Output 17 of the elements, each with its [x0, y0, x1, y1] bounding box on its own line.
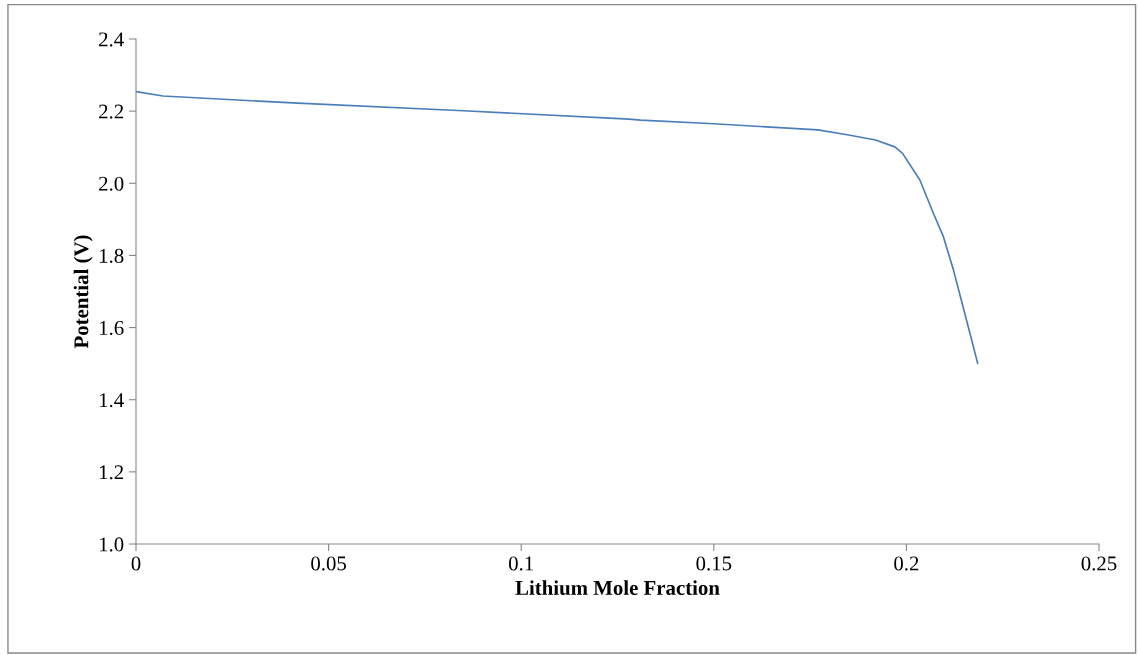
- y-axis-title: Potential (V): [73, 235, 93, 349]
- x-tick-label: 0.15: [696, 556, 732, 571]
- y-tick-label: 1.4: [99, 393, 124, 408]
- x-tick-label: 0.05: [311, 556, 347, 571]
- x-tick-label: 0.1: [508, 556, 533, 571]
- line-series: [136, 90, 979, 365]
- y-tick-label: 1.2: [99, 465, 124, 480]
- y-tick-label: 1.0: [99, 537, 124, 552]
- x-axis-title: Lithium Mole Fraction: [515, 580, 720, 595]
- y-tick-label: 2.4: [99, 32, 124, 47]
- x-tick-label: 0.2: [894, 556, 919, 571]
- x-tick-label: 0: [131, 556, 141, 571]
- y-tick-label: 1.6: [99, 321, 124, 336]
- x-tick-label: 0.25: [1081, 556, 1117, 571]
- y-tick-label: 2.2: [99, 104, 124, 119]
- y-tick-label: 1.8: [99, 248, 124, 263]
- y-tick-label: 2.0: [99, 176, 124, 191]
